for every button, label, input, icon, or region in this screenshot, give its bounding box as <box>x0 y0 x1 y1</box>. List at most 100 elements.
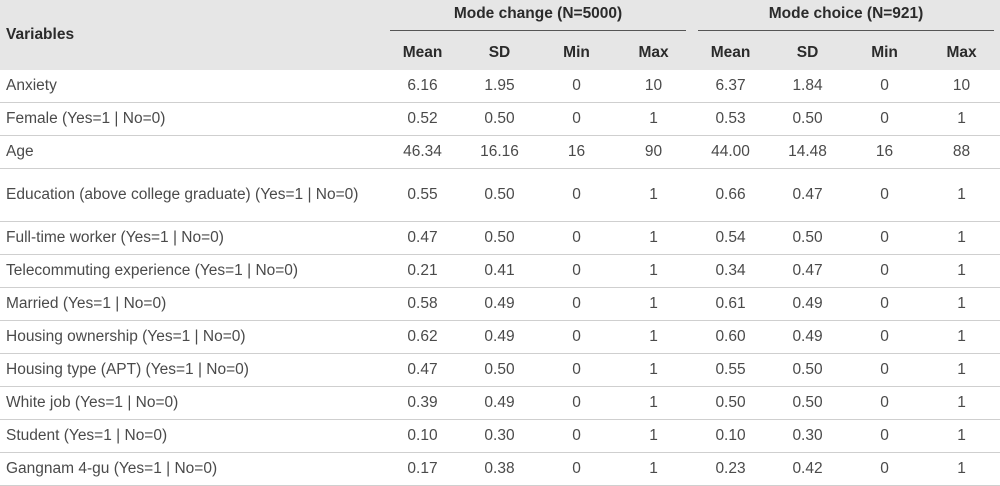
variable-name-cell: Gangnam 4-gu (Yes=1 | No=0) <box>0 452 384 486</box>
value-cell: 1 <box>923 221 1000 255</box>
value-cell: 0.49 <box>769 320 847 354</box>
value-cell: 1 <box>923 254 1000 288</box>
value-cell: 0 <box>538 386 615 420</box>
value-cell: 0 <box>846 353 924 387</box>
variable-name-cell: Female (Yes=1 | No=0) <box>0 102 384 136</box>
value-cell: 0 <box>846 168 924 222</box>
table-row: Anxiety 6.16 1.95 0 10 6.37 1.84 0 10 <box>0 70 1000 103</box>
value-cell: 1.95 <box>461 70 538 103</box>
table-row: Female (Yes=1 | No=0) 0.52 0.50 0 1 0.53 0.50 0… <box>0 102 1000 136</box>
variable-name-cell: Full-time worker (Yes=1 | No=0) <box>0 221 384 255</box>
value-cell: 0.62 <box>384 320 461 354</box>
value-cell: 0 <box>846 452 924 486</box>
value-cell: 1 <box>923 287 1000 321</box>
value-cell: 1 <box>615 452 693 486</box>
value-cell: 0.50 <box>461 102 538 136</box>
value-cell: 0.23 <box>692 452 770 486</box>
value-cell: 46.34 <box>384 135 461 169</box>
value-cell: 0 <box>846 287 924 321</box>
value-cell: 0.30 <box>461 419 538 453</box>
value-cell: 0 <box>538 452 615 486</box>
value-cell: 0.49 <box>769 287 847 321</box>
value-cell: 1 <box>923 386 1000 420</box>
variable-name-cell: Student (Yes=1 | No=0) <box>0 419 384 453</box>
value-cell: 0 <box>846 254 924 288</box>
value-cell: 0 <box>538 419 615 453</box>
variable-name-cell: Education (above college graduate) (Yes=… <box>0 168 384 222</box>
value-cell: 1 <box>615 419 693 453</box>
table-row: Telecommuting experience (Yes=1 | No=0) 0… <box>0 254 1000 288</box>
mode-change-min-header: Min <box>538 35 615 70</box>
value-cell: 90 <box>615 135 693 169</box>
variable-name-cell: Anxiety <box>0 70 384 103</box>
value-cell: 1 <box>615 287 693 321</box>
mode-change-mean-header: Mean <box>384 35 461 70</box>
variable-name-cell: Housing type (APT) (Yes=1 | No=0) <box>0 353 384 387</box>
value-cell: 0.47 <box>769 254 847 288</box>
value-cell: 1 <box>615 102 693 136</box>
value-cell: 0.55 <box>384 168 461 222</box>
value-cell: 0.47 <box>384 221 461 255</box>
value-cell: 1 <box>615 168 693 222</box>
table-row: Full-time worker (Yes=1 | No=0) 0.47 0.50 0… <box>0 221 1000 255</box>
variable-name-cell: Telecommuting experience (Yes=1 | No=0) <box>0 254 384 288</box>
table-body: Anxiety 6.16 1.95 0 10 6.37 1.84 0 10 Female (Yes… <box>0 70 1000 486</box>
value-cell: 6.16 <box>384 70 461 103</box>
value-cell: 1 <box>923 320 1000 354</box>
mode-choice-mean-header: Mean <box>692 35 770 70</box>
value-cell: 0.21 <box>384 254 461 288</box>
value-cell: 0 <box>846 320 924 354</box>
value-cell: 0.54 <box>692 221 770 255</box>
value-cell: 0 <box>538 287 615 321</box>
value-cell: 16 <box>846 135 924 169</box>
table-row: Housing ownership (Yes=1 | No=0) 0.62 0.49… <box>0 320 1000 354</box>
value-cell: 0.58 <box>384 287 461 321</box>
table-row: Gangnam 4-gu (Yes=1 | No=0) 0.17 0.38 0 1 0.2… <box>0 452 1000 486</box>
value-cell: 0 <box>538 168 615 222</box>
value-cell: 6.37 <box>692 70 770 103</box>
value-cell: 44.00 <box>692 135 770 169</box>
value-cell: 0.49 <box>461 320 538 354</box>
value-cell: 1 <box>615 221 693 255</box>
value-cell: 0.49 <box>461 386 538 420</box>
value-cell: 0.49 <box>461 287 538 321</box>
mode-change-sd-header: SD <box>461 35 538 70</box>
value-cell: 0 <box>846 221 924 255</box>
value-cell: 0 <box>538 353 615 387</box>
value-cell: 1 <box>923 102 1000 136</box>
value-cell: 1 <box>923 452 1000 486</box>
variable-name-cell: Age <box>0 135 384 169</box>
mode-choice-min-header: Min <box>846 35 924 70</box>
table-row: Student (Yes=1 | No=0) 0.10 0.30 0 1 0.10 0.30… <box>0 419 1000 453</box>
value-cell: 88 <box>923 135 1000 169</box>
variable-name-cell: White job (Yes=1 | No=0) <box>0 386 384 420</box>
value-cell: 1 <box>615 386 693 420</box>
value-cell: 0.50 <box>461 168 538 222</box>
header-row-groups: Variables Mode change (N=5000) Mode choi… <box>0 0 1000 70</box>
value-cell: 0 <box>846 70 924 103</box>
value-cell: 0 <box>538 320 615 354</box>
value-cell: 0.42 <box>769 452 847 486</box>
group-label-mode-change: Mode change (N=5000) <box>390 5 687 31</box>
mode-change-max-header: Max <box>615 35 693 70</box>
value-cell: 0.39 <box>384 386 461 420</box>
group-header-mode-choice: Mode choice (N=921) <box>692 0 1000 35</box>
value-cell: 0.66 <box>692 168 770 222</box>
mode-choice-max-header: Max <box>923 35 1000 70</box>
value-cell: 1 <box>923 168 1000 222</box>
value-cell: 10 <box>923 70 1000 103</box>
value-cell: 0.41 <box>461 254 538 288</box>
value-cell: 0.10 <box>692 419 770 453</box>
value-cell: 0.47 <box>384 353 461 387</box>
value-cell: 0.52 <box>384 102 461 136</box>
value-cell: 0 <box>538 254 615 288</box>
table-header: Variables Mode change (N=5000) Mode choi… <box>0 0 1000 70</box>
value-cell: 16 <box>538 135 615 169</box>
value-cell: 0.61 <box>692 287 770 321</box>
value-cell: 0.47 <box>769 168 847 222</box>
table-row: Married (Yes=1 | No=0) 0.58 0.49 0 1 0.61 0.49… <box>0 287 1000 321</box>
variable-name-cell: Married (Yes=1 | No=0) <box>0 287 384 321</box>
value-cell: 1 <box>615 353 693 387</box>
value-cell: 0.30 <box>769 419 847 453</box>
value-cell: 1 <box>923 419 1000 453</box>
